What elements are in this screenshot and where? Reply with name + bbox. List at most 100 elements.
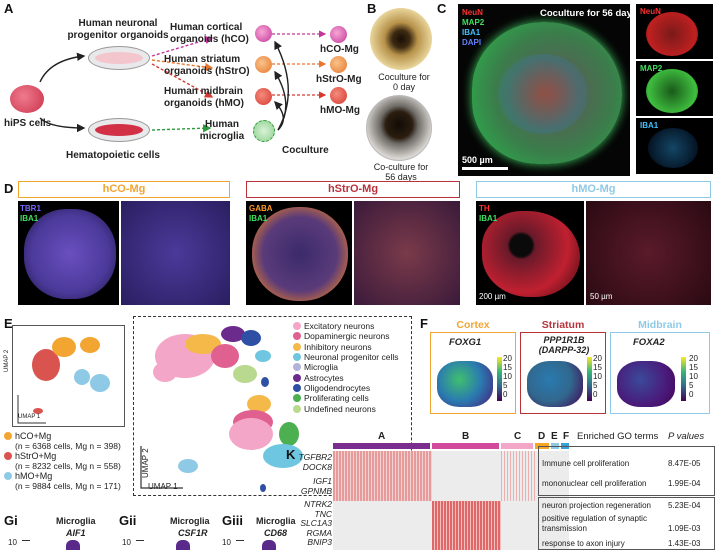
f-tick: 10 [593, 372, 602, 381]
microglia-cluster [253, 120, 275, 142]
g-iii-axis [236, 540, 244, 541]
d-scale2-label: 50 µm [590, 292, 613, 301]
hco-mg-organoid [330, 26, 347, 43]
f-striatum-umap [527, 361, 583, 407]
day56-caption: Co-culture for 56 days [373, 162, 429, 182]
k-term-3: positive regulation of synaptic transmis… [542, 514, 647, 533]
f-striatum-ticks: 20 15 10 5 0 [593, 354, 602, 399]
d-scale1-label: 200 µm [479, 292, 506, 301]
e-sample-hmo-name: hMO+Mg [15, 471, 53, 481]
hmo-mg-label: hMO-Mg [320, 105, 360, 116]
panel-label-c: C [437, 1, 447, 16]
f-striatum-title: Striatum [541, 319, 585, 331]
c-side-map2-label: MAP2 [640, 64, 663, 73]
e-legend-label: Dopaminergic neurons [304, 331, 390, 342]
hemato-dish [88, 118, 150, 142]
g-label-iii: Giii [222, 513, 243, 528]
d-hco-overview [18, 201, 119, 305]
e-legend-oligodendrocytes: Oligodendrocytes [293, 383, 411, 393]
k-gene: TGFBR2 [298, 452, 332, 462]
npo-label: Human neuronal progenitor organoids [67, 18, 169, 41]
k-gene: RGMA [306, 527, 333, 538]
e-legend-swatch [293, 394, 301, 403]
k-p-0: 8.47E-05 [668, 459, 701, 468]
microglia-label: Human microglia [199, 119, 245, 142]
f-gene2: PPP1R1B (DARPP-32) [531, 335, 597, 355]
k-p-1: 1.99E-04 [668, 479, 701, 488]
c-title: Coculture for 56 days [540, 8, 638, 19]
e-legend-microglia: Microglia [293, 362, 411, 372]
f-gene3: FOXA2 [633, 337, 665, 348]
f-cortex-colorbar [497, 357, 502, 401]
hmo-organoid [255, 88, 272, 105]
e-legend-label: Oligodendrocytes [304, 382, 371, 393]
k-group-b: B [462, 431, 470, 442]
ipsc-cluster [10, 85, 44, 113]
e-small-umap [12, 325, 125, 427]
panel-label-a: A [4, 1, 14, 16]
f-gene1: FOXG1 [449, 337, 482, 348]
c-scale-bar [462, 167, 508, 170]
k-group-e: E [551, 431, 558, 442]
e-legend-label: Excitatory neurons [304, 321, 375, 332]
hemato-label: Hematopoietic cells [66, 150, 160, 161]
c-side-iba1-label: IBA1 [640, 121, 659, 130]
k-gene: GPNMB [300, 486, 332, 496]
e-legend-swatch [293, 383, 301, 392]
day0-caption: Coculture for 0 day [378, 72, 430, 92]
panel-label-k: K [286, 447, 296, 462]
hstro-mg-label: hStrO-Mg [316, 74, 362, 85]
e-legend-npc: Neuronal progenitor cells [293, 352, 411, 362]
e-main-umap2: UMAP 2 [141, 448, 150, 478]
f-striatum-box: PPP1R1B (DARPP-32) [520, 332, 606, 414]
e-legend-label: Proliferating cells [304, 393, 369, 404]
g-iii-gene: CD68 [264, 528, 288, 538]
k-gene: IGF1 [313, 476, 332, 486]
d-hmo-ch1: TH [479, 204, 490, 213]
g-iii-violin [262, 540, 276, 550]
e-legend-swatch [293, 404, 301, 413]
c-scale-label: 500 µm [462, 155, 493, 165]
panel-label-b: B [367, 1, 377, 16]
e-celltype-legend: Excitatory neurons Dopaminergic neurons … [293, 321, 411, 414]
f-tick: 0 [593, 390, 598, 399]
panel-label-d: D [4, 181, 14, 196]
hco-label: Human cortical organoids (hCO) [170, 22, 249, 45]
k-genes-mid: IGF1 GPNMB [296, 476, 332, 496]
d-hco-ch1: TBR1 [20, 204, 41, 213]
d-hstro-zoom [354, 201, 460, 305]
k-gene: TNC [314, 508, 332, 519]
f-tick: 20 [503, 354, 512, 363]
k-block-a [333, 451, 432, 501]
e-sample-hstro-name: hStrO+Mg [15, 451, 57, 461]
f-tick: 20 [593, 354, 602, 363]
f-midbrain-umap [617, 361, 675, 407]
c-ch-neun: NeuN [462, 8, 483, 17]
k-genes-top: TGFBR2 DOCK8 [296, 452, 332, 472]
k-go-header: Enriched GO terms [577, 431, 659, 442]
g-label-i: Gi [4, 513, 18, 528]
f-tick: 5 [503, 381, 508, 390]
e-sample-hco-detail: (n = 6368 cells, Mg n = 398) [15, 441, 121, 451]
g-iii-title: Microglia [256, 516, 296, 526]
e-small-umap-plot [17, 337, 110, 424]
e-sample-hco: hCO+Mg [4, 431, 154, 441]
e-small-umap1: UMAP 1 [18, 414, 41, 420]
g-i-tick: 10 [8, 538, 17, 547]
e-legend-undefined: Undefined neurons [293, 403, 411, 414]
k-term-4: response to axon injury [542, 539, 625, 548]
e-legend-swatch [293, 342, 301, 351]
g-ii-tick: 10 [122, 538, 131, 547]
f-tick: 15 [593, 363, 602, 372]
k-group-d: D [538, 431, 546, 442]
g-i-violin [66, 540, 80, 550]
c-side-neun [636, 4, 713, 59]
d-hstro-header: hStrO-Mg [246, 181, 460, 198]
f-cortex-ticks: 20 15 10 5 0 [503, 354, 512, 399]
e-legend-label: Microglia [304, 362, 339, 373]
e-legend-label: Neuronal progenitor cells [304, 352, 399, 363]
f-tick: 15 [689, 363, 698, 372]
hstro-label: Human striatum organoids (hStrO) [164, 54, 250, 77]
k-genes-bottom: NTRK2 TNC SLC1A3 RGMA BNIP3 [288, 499, 333, 548]
k-gene: DOCK8 [302, 462, 332, 472]
